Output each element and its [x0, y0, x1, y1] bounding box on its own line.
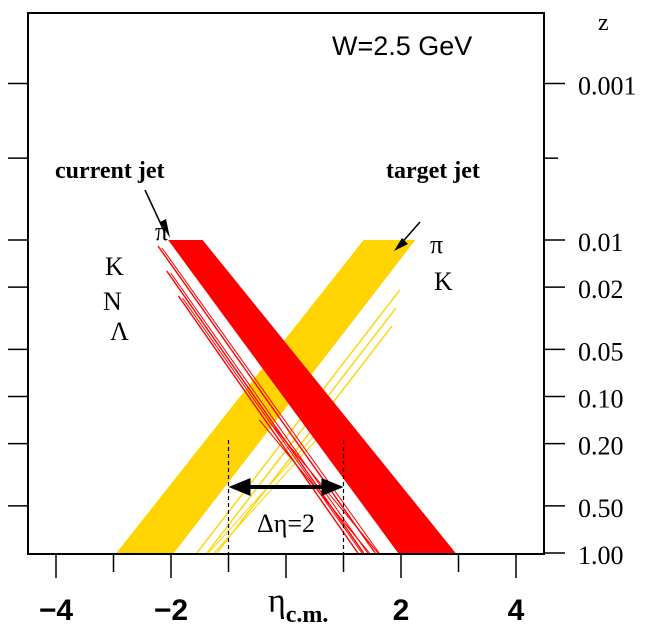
right-axis-ticks: 0.001 0.01 0.02 0.05 0.10 0.20 0.50 1.00 [8, 72, 637, 570]
right-axis-tick-label: 0.10 [578, 385, 624, 414]
right-axis-tick-label: 1.00 [578, 541, 624, 570]
current-jet-line-K [157, 245, 376, 554]
target-jet-line-K [196, 289, 401, 554]
right-axis-tick-label: 0.05 [578, 337, 624, 366]
delta-eta-label: Δη=2 [257, 509, 315, 538]
delta-eta-marker: Δη=2 [227, 440, 345, 553]
current-jet-line-N-secondary [170, 272, 369, 554]
energy-annotation: W=2.5 GeV [332, 31, 472, 61]
current-jet-pointer [144, 189, 170, 238]
right-axis-tick-label: 0.001 [578, 72, 637, 101]
target-jet-label: target jet [386, 158, 480, 184]
current-jet-line-K-secondary [161, 247, 380, 554]
right-axis-tick-label: 0.01 [578, 228, 624, 257]
target-line-label-k: K [434, 267, 453, 296]
x-tick-label: 2 [393, 594, 410, 627]
current-jet-line-Λ [177, 295, 359, 554]
right-axis-tick-label: 0.02 [578, 275, 624, 304]
target-jet-band-layer [116, 240, 416, 553]
right-axis-tick-label: 0.20 [578, 432, 624, 461]
delta-eta-arrowhead-right [321, 478, 344, 496]
target-band-label-pi: π [430, 230, 443, 259]
x-axis-ticks: −4 −2 2 4 [39, 554, 525, 627]
current-line-label-n: N [103, 287, 122, 316]
right-axis-tick-label: 0.50 [578, 494, 624, 523]
current-jet-band-layer [168, 240, 456, 553]
x-tick-label: −4 [39, 594, 74, 627]
x-axis-label-sub: c.m. [286, 602, 329, 628]
x-tick-label: 4 [508, 594, 525, 627]
right-axis-title: z [598, 10, 609, 36]
current-band-label-pi: π [155, 217, 168, 246]
target-jet-band-pi [116, 240, 416, 553]
current-jet-band-pi [168, 240, 456, 553]
target-jet-pointer [394, 221, 421, 251]
x-axis-label-main: η [268, 583, 286, 620]
x-tick-label: −2 [154, 594, 188, 627]
delta-eta-arrowhead-left [228, 478, 251, 496]
current-jet-label: current jet [55, 158, 165, 184]
target-jet-line-K [216, 325, 393, 554]
current-line-label-lambda: Λ [110, 317, 129, 346]
target-jet-line-K [206, 307, 397, 554]
current-line-label-k: K [105, 252, 124, 281]
x-axis-label: ηc.m. [268, 583, 328, 628]
target-jet-lines-layer [196, 289, 401, 554]
